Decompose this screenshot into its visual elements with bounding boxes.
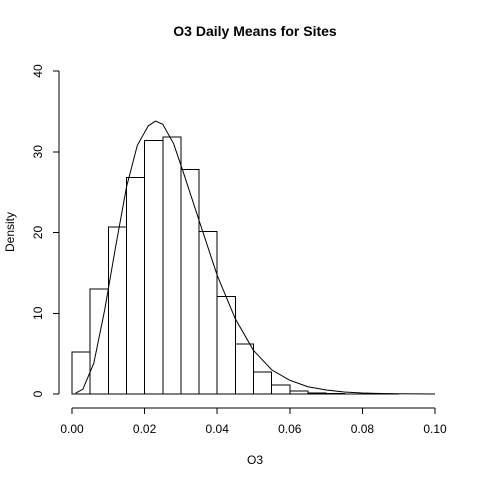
x-tick-label: 0.08 xyxy=(351,422,375,436)
y-tick-label: 0 xyxy=(31,390,45,397)
y-axis: 0 10 20 30 40 xyxy=(31,64,60,397)
histogram-bar xyxy=(253,371,273,395)
y-tick-label: 20 xyxy=(31,226,45,240)
x-tick-label: 0.00 xyxy=(60,422,84,436)
histogram-bar xyxy=(162,136,182,395)
x-tick-label: 0.10 xyxy=(423,422,447,436)
x-tick-label: 0.04 xyxy=(206,422,230,436)
histogram-bar xyxy=(216,295,236,395)
chart-title: O3 Daily Means for Sites xyxy=(173,23,337,39)
y-axis-label: Density xyxy=(3,212,17,252)
histogram-bar xyxy=(71,351,91,395)
y-tick-label: 30 xyxy=(31,145,45,159)
histogram-bar xyxy=(107,226,127,395)
x-axis: 0.00 0.02 0.04 0.06 0.08 0.10 xyxy=(60,407,447,436)
histogram-bar xyxy=(307,392,327,395)
y-tick-label: 40 xyxy=(31,64,45,78)
histogram-bar xyxy=(144,139,164,395)
histogram-bars xyxy=(71,136,400,395)
histogram-bar xyxy=(289,390,309,395)
x-axis-label: O3 xyxy=(247,453,263,467)
x-tick-label: 0.02 xyxy=(133,422,157,436)
density-curve xyxy=(75,120,436,395)
histogram-bar xyxy=(198,231,218,395)
x-tick-label: 0.06 xyxy=(278,422,302,436)
histogram-bar xyxy=(234,343,255,395)
histogram-bar xyxy=(125,177,146,395)
y-tick-label: 10 xyxy=(31,306,45,320)
histogram-bar xyxy=(180,169,200,395)
histogram-bar xyxy=(271,384,291,395)
